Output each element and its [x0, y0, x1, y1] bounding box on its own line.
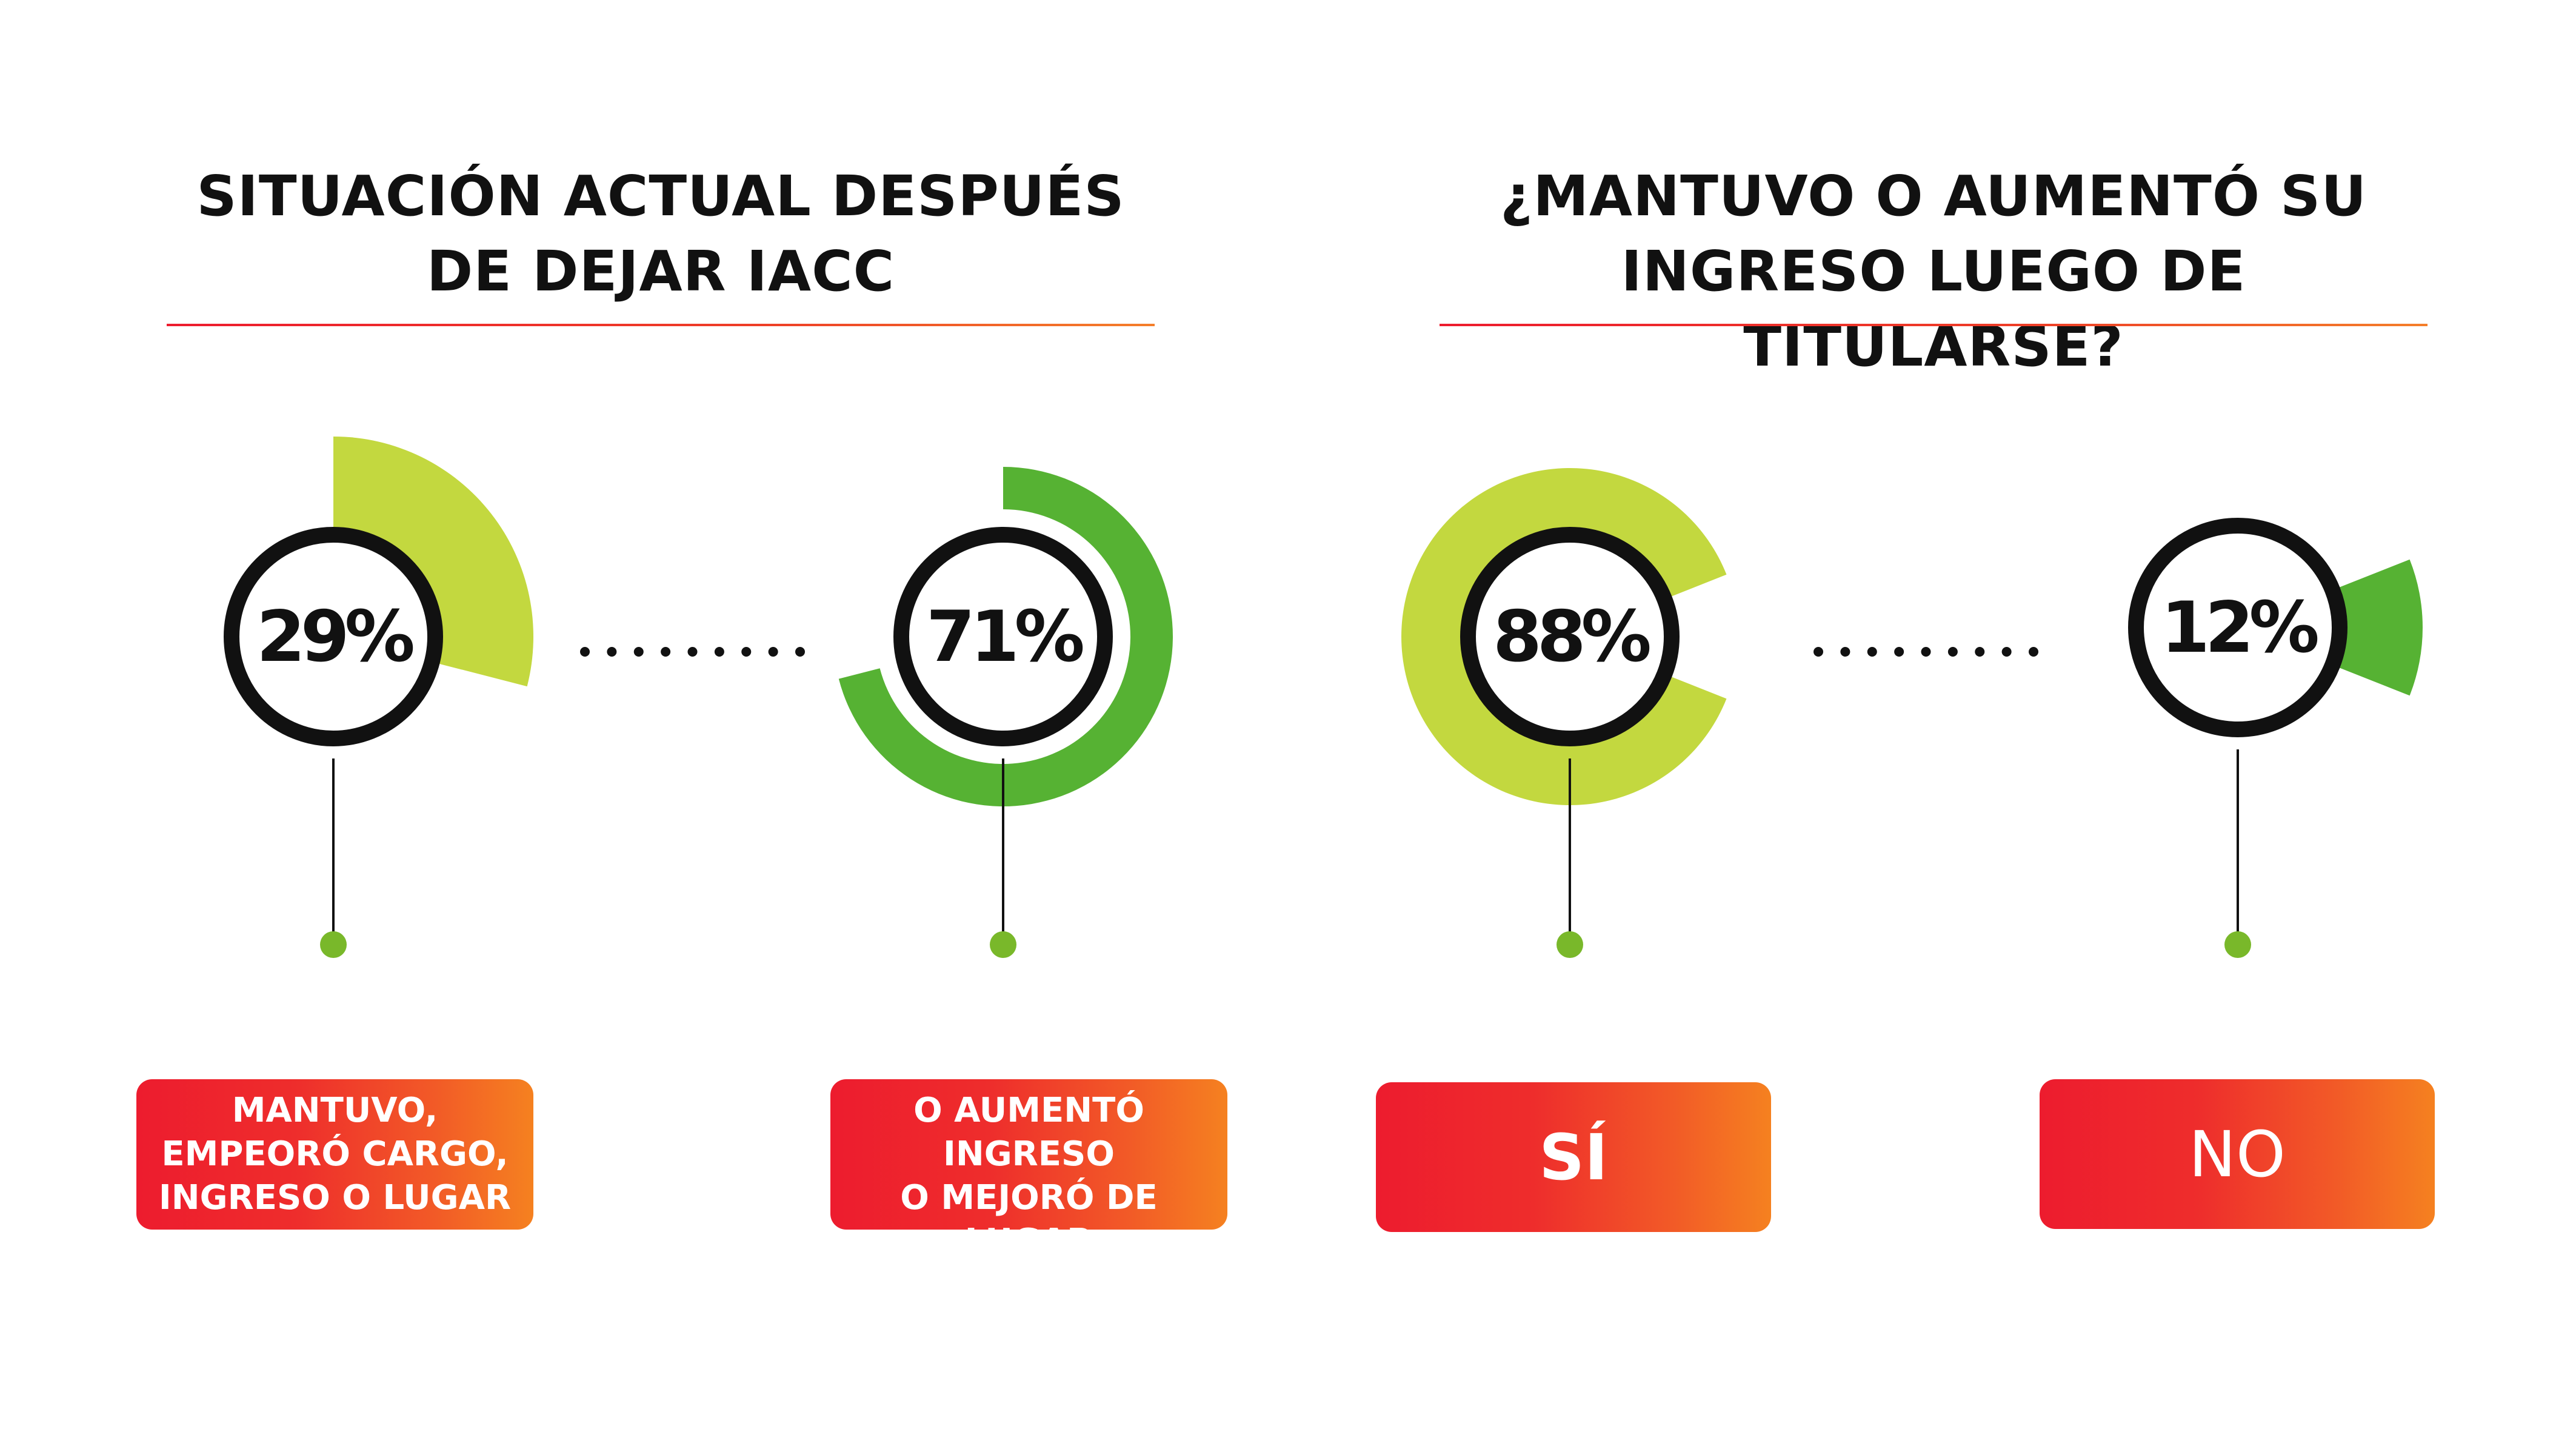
- percentage-ring: [224, 527, 443, 746]
- separator-dot: [714, 647, 724, 657]
- percentage-ring: [2128, 518, 2347, 737]
- separator-dot: [768, 647, 778, 657]
- separator-dot: [2001, 647, 2012, 657]
- section-title-situacion: SITUACIÓN ACTUAL DESPUÉS DE DEJAR IACC: [167, 159, 1155, 309]
- label-box-no: NO: [2040, 1079, 2435, 1229]
- percentage-value: 88%: [1493, 596, 1649, 678]
- percentage-ring: [1460, 527, 1680, 746]
- separator-dot: [580, 647, 590, 657]
- label-line: MANTUVO,: [232, 1091, 438, 1130]
- separator-dot: [795, 647, 805, 657]
- label-box-ascendio: ASCENDIÓ O AUMENTÓ INGRESO O MEJORÓ DE L…: [830, 1047, 1227, 1261]
- connector-dot: [320, 931, 347, 958]
- section-divider: [167, 324, 1155, 326]
- label-line: NO: [2189, 1117, 2286, 1191]
- section-title-line: ¿MANTUVO O AUMENTÓ SU: [1500, 164, 2367, 229]
- separator-dot: [607, 647, 617, 657]
- separator-dot: [1814, 647, 1823, 657]
- connector-dot: [2224, 931, 2251, 958]
- percentage-ring: [893, 527, 1113, 746]
- separator-dot: [1947, 647, 1958, 657]
- separator-dot: [1975, 647, 1985, 657]
- separator-dot: [1840, 647, 1850, 657]
- percentage-value: 12%: [2161, 587, 2317, 669]
- label-line: ASCENDIÓ: [930, 1047, 1127, 1086]
- label-line: SÍ: [1539, 1120, 1608, 1194]
- label-line: O AUMENTÓ INGRESO: [913, 1091, 1144, 1174]
- label-box-si: SÍ: [1376, 1082, 1771, 1232]
- separator-dot: [1921, 647, 1931, 657]
- separator-dot: [633, 647, 644, 657]
- percentage-value: 71%: [926, 596, 1083, 678]
- percentage-value: 29%: [256, 596, 413, 678]
- label-box-mantuvo: MANTUVO, EMPEORÓ CARGO, INGRESO O LUGAR: [136, 1079, 533, 1230]
- section-divider: [1440, 324, 2428, 326]
- label-line: O MEJORÓ DE LUGAR: [900, 1178, 1158, 1261]
- separator-dot: [1867, 647, 1877, 657]
- label-line: INGRESO O LUGAR: [158, 1178, 512, 1217]
- separator-dot: [2029, 647, 2038, 657]
- separator-dot: [1894, 647, 1904, 657]
- separator-dot: [687, 647, 698, 657]
- separator-dot: [661, 647, 671, 657]
- section-title-line: SITUACIÓN ACTUAL DESPUÉS: [196, 164, 1125, 229]
- connector-dot: [1557, 931, 1583, 958]
- separator-dot: [741, 647, 752, 657]
- section-title-line: DE DEJAR IACC: [426, 239, 895, 304]
- connector-dot: [990, 931, 1016, 958]
- label-line: EMPEORÓ CARGO,: [161, 1134, 509, 1174]
